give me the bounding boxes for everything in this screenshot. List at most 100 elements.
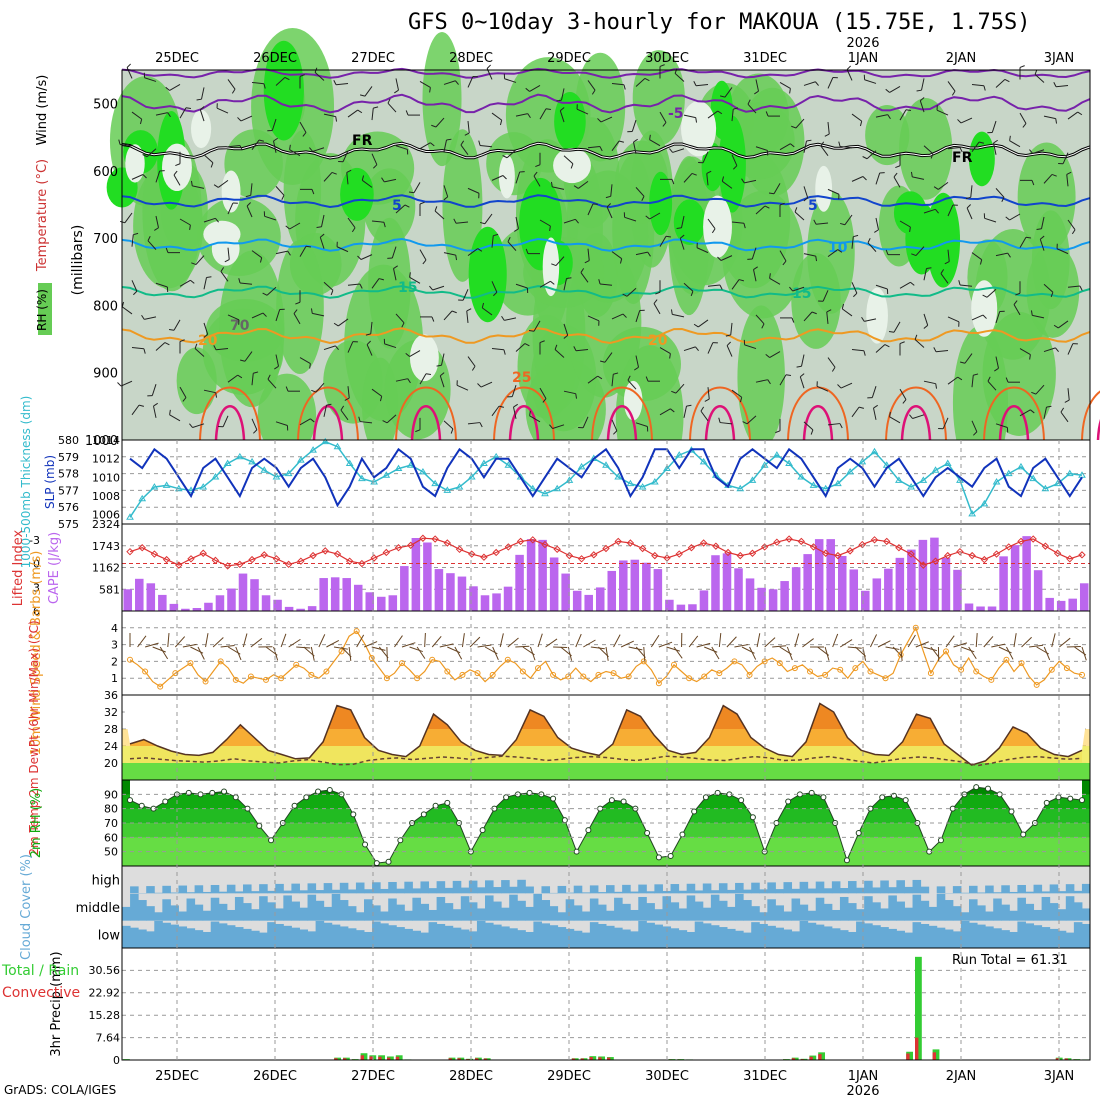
cloud-cover-bar (501, 926, 510, 948)
lifted-index-point (162, 555, 171, 564)
wind-barb (582, 416, 589, 428)
wind-barb-flag (994, 367, 999, 372)
wind10m-barb (628, 646, 643, 651)
cloud-cover-bar (969, 885, 978, 894)
cape-bar (515, 554, 524, 611)
cape-bar (814, 539, 824, 611)
wind-barb (799, 376, 805, 389)
wind-barb-flag (333, 80, 337, 85)
wind-barb-flag (671, 390, 677, 394)
wind-barb-flag (1055, 347, 1059, 353)
wind10m-barb (439, 643, 454, 648)
thickness-point (455, 483, 464, 490)
rh2m-point (843, 857, 850, 864)
cloud-cover-bar (202, 931, 212, 948)
wind-barb (240, 282, 253, 285)
wind-barb (1066, 174, 1069, 187)
thickness-point (968, 509, 977, 517)
wind-tick-label: 4 (111, 622, 118, 635)
wind10m-barb (431, 635, 442, 648)
wind-barb (371, 108, 374, 121)
wind-barb-flag (179, 339, 185, 343)
wind-barb-flag (431, 124, 437, 128)
cape-bar (215, 595, 225, 611)
wind10m-barb (869, 634, 878, 648)
cloud-cover-bar (952, 906, 962, 921)
lifted-index-point (407, 541, 415, 550)
wind-barb (395, 145, 408, 150)
thickness-point (931, 466, 940, 473)
wind-barb (511, 385, 517, 397)
wind-barb (899, 220, 911, 228)
wind-barb-flag (330, 290, 334, 296)
wind-barb (147, 240, 157, 250)
wind-barb-flag (117, 382, 122, 387)
wind-barb (803, 253, 816, 257)
wind-barb (875, 217, 879, 230)
cloud-cover-bar (686, 895, 696, 921)
wind-barb (721, 180, 733, 189)
cloud-axis-title: Cloud Cover (%) (19, 854, 34, 960)
wind-barb-flag (711, 228, 716, 234)
wind-barb (179, 218, 191, 226)
cloud-cover-bar (339, 882, 349, 894)
wind-barb-flag (935, 383, 938, 389)
wind10m-point (202, 678, 209, 685)
wind-barb-flag (147, 236, 151, 241)
wind-barb-flag (775, 430, 781, 434)
wind10m-barb (152, 646, 166, 653)
wind-barb-flag (311, 389, 317, 393)
lifted-index-point (760, 543, 769, 551)
cape-bar (503, 586, 513, 611)
cape-bar (377, 596, 386, 611)
thickness-point (1078, 471, 1086, 478)
cloud-cover-bar (565, 928, 575, 948)
cloud-cover-bar (541, 900, 551, 921)
lifted-index-point (223, 562, 232, 570)
wind10m-point (142, 668, 149, 675)
wind-barb-flag (813, 219, 817, 225)
wind-barb (610, 184, 613, 197)
wind10m-barb (968, 646, 977, 660)
wind-barb-flag (215, 392, 218, 398)
precip-conv-bar (343, 1058, 347, 1060)
wind10m-barb (1006, 646, 1014, 660)
wind-barb (633, 141, 637, 154)
precip-conv-bar (1055, 1058, 1060, 1060)
wind-barb-flag (691, 172, 697, 176)
wind-barb-flag (926, 267, 932, 270)
slp-tick-label: 1006 (92, 509, 120, 522)
cloud-cover-bar (130, 893, 139, 921)
wind-barb-flag (622, 293, 628, 297)
cloud-cover-bar (960, 892, 970, 894)
cloud-cover-bar (1033, 925, 1043, 948)
cape-bar (572, 590, 582, 611)
wind-barb (697, 319, 709, 328)
rh-area-dry (191, 109, 212, 149)
wind-barb (587, 248, 590, 261)
thickness-point (980, 499, 989, 507)
wind-barb (720, 422, 733, 425)
temp-tick-label: 28 (104, 723, 118, 736)
lifted-index-point (480, 553, 488, 561)
wind10m-barb (786, 646, 793, 661)
wind-barb (203, 154, 214, 164)
rh2m-point (444, 799, 451, 806)
wind-barb (755, 379, 768, 383)
wind-barb (395, 204, 406, 214)
wind-barb (995, 356, 999, 369)
wind-barb-flag (190, 279, 195, 284)
cloud-cover-bar (977, 892, 986, 894)
wind-barb-flag (263, 83, 266, 89)
wind-barb (993, 142, 997, 155)
li-tick-label: 0 (33, 558, 40, 571)
lifted-index-point (675, 550, 683, 558)
precip-conv-bar (906, 1053, 910, 1060)
wind10m-barb (1051, 633, 1056, 648)
cloud-cover-bar (436, 896, 446, 921)
wind-barb (702, 151, 709, 163)
wind-barb-flag (189, 423, 193, 428)
cape-bar (204, 602, 213, 611)
wind-barb-flag (1077, 111, 1083, 116)
temp-contour-surface (199, 386, 261, 441)
